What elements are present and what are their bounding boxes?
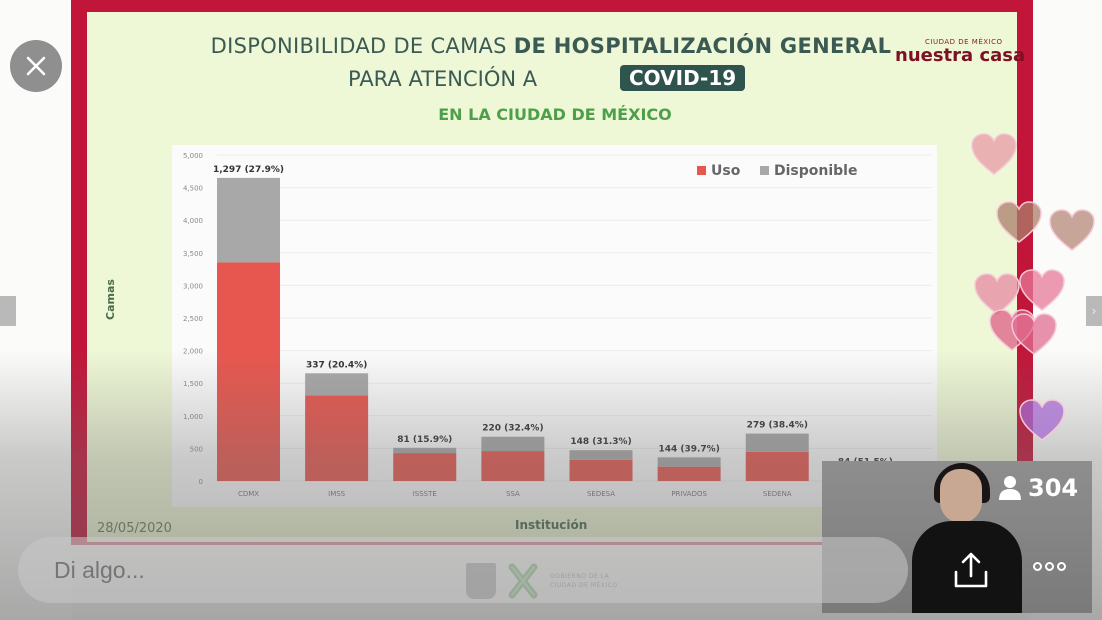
bar-uso-sedena	[745, 451, 809, 481]
previous-stream-handle[interactable]	[0, 296, 16, 326]
slide-title-line2: PARA ATENCIÓN A	[348, 67, 538, 91]
heart-icon	[1018, 398, 1065, 441]
bar-disponible-ssa	[481, 436, 545, 452]
data-label: 1,297 (27.9%)	[213, 165, 284, 175]
x-tick-label: CDMX	[238, 490, 259, 498]
heart-icon	[970, 132, 1017, 175]
brand-slogan: nuestra casa	[895, 45, 1026, 66]
slide-date: 28/05/2020	[97, 521, 172, 536]
data-label: 144 (39.7%)	[658, 444, 719, 454]
bar-chart: 0 500 1,000 1,500 2,000 2,500 3,000 3,500 4,000 4…	[183, 152, 932, 498]
data-label: 337 (20.4%)	[306, 360, 367, 370]
heart-icon	[1018, 268, 1065, 311]
next-stream-handle[interactable]: ›	[1086, 296, 1102, 326]
x-tick-label: ISSSTE	[413, 490, 437, 498]
more-icon-dot	[1045, 562, 1054, 571]
y-tick-label: 5,000	[183, 152, 203, 160]
person-icon	[999, 476, 1021, 500]
brand-city-label: CIUDAD DE MÉXICO	[925, 38, 1003, 46]
data-label: 279 (38.4%)	[747, 421, 808, 431]
chart-area: 0 500 1,000 1,500 2,000 2,500 3,000 3,500 4,000 4…	[172, 145, 937, 507]
x-tick-label: IMSS	[328, 490, 346, 498]
data-label: 148 (31.3%)	[570, 437, 631, 447]
y-tick-label: 4,500	[183, 185, 203, 193]
bar-disponible-privados	[657, 457, 721, 467]
bar-disponible-imss	[305, 373, 369, 396]
x-tick-label: PRIVADOS	[671, 490, 707, 498]
share-button[interactable]	[952, 550, 990, 590]
share-icon	[954, 552, 988, 588]
y-tick-label: 4,000	[183, 217, 203, 225]
data-label: 220 (32.4%)	[482, 424, 543, 434]
x-axis-label: Institución	[515, 518, 588, 532]
y-tick-label: 2,500	[183, 315, 203, 323]
heart-icon	[995, 200, 1042, 243]
legend-label-uso: Uso	[711, 163, 741, 179]
heart-icon	[973, 272, 1020, 315]
y-axis-label: Camas	[104, 279, 117, 320]
data-label: 81 (15.9%)	[397, 435, 452, 445]
comment-input[interactable]	[52, 556, 436, 585]
y-tick-label: 0	[199, 478, 203, 486]
interpreter-face	[940, 469, 982, 523]
y-tick-label: 3,500	[183, 250, 203, 258]
more-options-button[interactable]	[1033, 562, 1071, 578]
more-icon-dot	[1057, 562, 1066, 571]
bar-uso-privados	[657, 466, 721, 481]
legend-swatch-disponible	[760, 166, 769, 175]
x-tick-label: SEDENA	[763, 490, 792, 498]
legend-swatch-uso	[697, 166, 706, 175]
y-tick-label: 3,000	[183, 282, 203, 290]
y-tick-label: 1,000	[183, 413, 203, 421]
bar-uso-cdmx	[217, 262, 280, 481]
covid-badge: COVID-19	[620, 65, 746, 91]
y-tick-label: 1,500	[183, 380, 203, 388]
bar-disponible-sedesa	[569, 450, 633, 460]
slide-title-bold: DE HOSPITALIZACIÓN GENERAL	[513, 34, 892, 58]
heart-icon	[1010, 312, 1057, 355]
interpreter-body	[912, 521, 1022, 613]
bar-uso-imss	[305, 395, 369, 481]
more-icon-dot	[1033, 562, 1042, 571]
bar-uso-ssa	[481, 451, 545, 481]
close-button[interactable]	[10, 40, 62, 92]
close-icon	[26, 56, 46, 76]
bar-disponible-issste	[393, 447, 457, 454]
bar-disponible-cdmx	[217, 177, 280, 263]
x-tick-label: SEDESA	[587, 490, 615, 498]
bar-uso-issste	[393, 453, 457, 481]
viewer-count: 304	[998, 474, 1078, 502]
slide-subtitle: EN LA CIUDAD DE MÉXICO	[438, 105, 672, 124]
y-tick-label: 500	[190, 445, 203, 453]
legend-label-disponible: Disponible	[774, 163, 857, 179]
y-tick-label: 2,000	[183, 348, 203, 356]
bar-disponible-sedena	[745, 433, 809, 452]
heart-icon	[1048, 208, 1095, 251]
x-tick-label: SSA	[506, 490, 520, 498]
slide-title-regular: DISPONIBILIDAD DE CAMAS	[210, 34, 514, 58]
viewer-count-value: 304	[1028, 474, 1079, 502]
bar-uso-sedesa	[569, 459, 633, 481]
slide-title-line1: DISPONIBILIDAD DE CAMAS DE HOSPITALIZACI…	[0, 34, 1102, 58]
chevron-right-icon: ›	[1091, 304, 1097, 318]
